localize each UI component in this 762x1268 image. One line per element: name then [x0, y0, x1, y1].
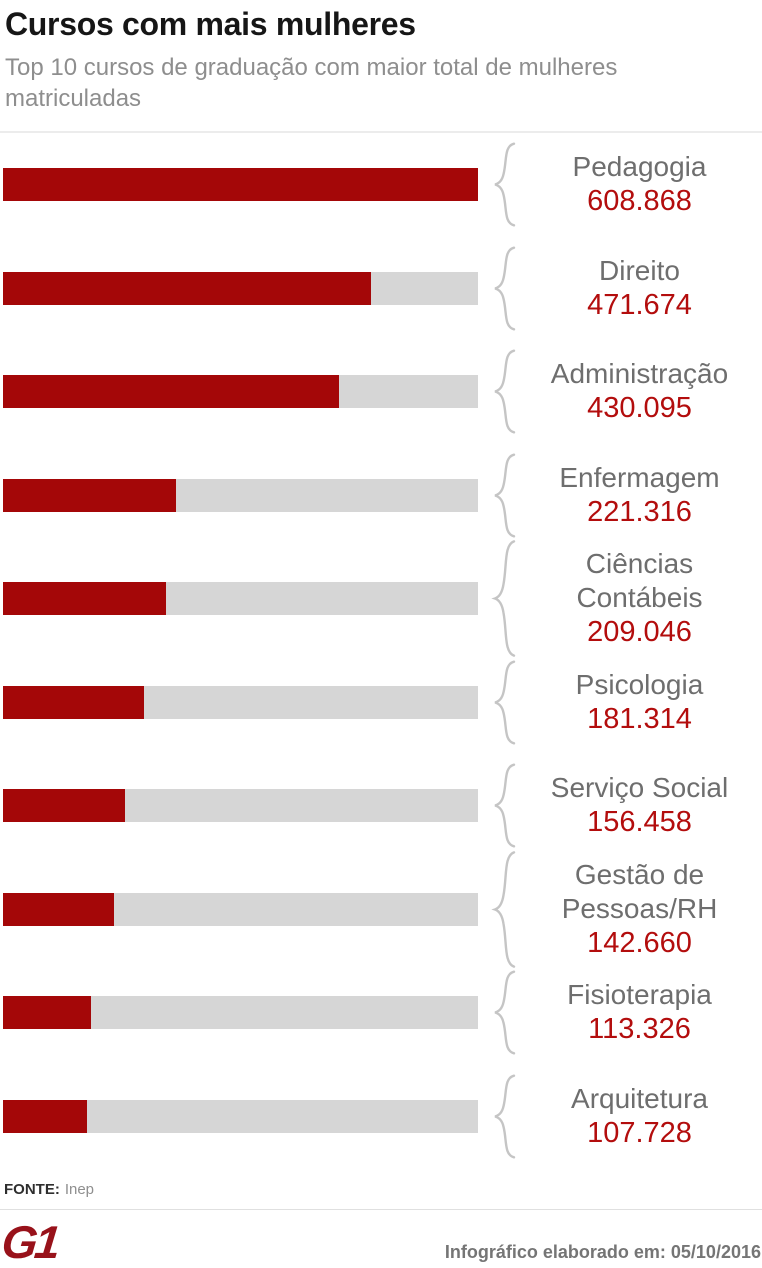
chart-row: Direito 471.674 [0, 237, 762, 341]
category-label: Psicologia [575, 668, 704, 700]
bar-track [3, 996, 478, 1030]
curly-brace-icon [491, 1074, 517, 1159]
source-value: Inep [64, 1181, 95, 1198]
bottom-divider [0, 1209, 762, 1210]
bar-labels: Ciências Contábeis 209.046 [517, 547, 762, 650]
curly-brace-icon [491, 850, 517, 969]
curly-brace-icon [491, 453, 517, 538]
bar-labels: Arquitetura 107.728 [517, 1082, 762, 1151]
chart-row: Arquitetura 107.728 [0, 1065, 762, 1169]
value-label: 221.316 [587, 495, 692, 528]
source-label: FONTE: [4, 1181, 60, 1198]
bar-track [3, 478, 478, 512]
curly-brace-icon [491, 660, 517, 745]
value-label: 181.314 [587, 702, 692, 735]
curly-brace-icon [491, 539, 517, 658]
brace-wrap [491, 1074, 517, 1159]
value-label: 430.095 [587, 392, 692, 425]
brace-wrap [491, 142, 517, 227]
top-divider [0, 131, 762, 133]
chart-row: Ciências Contábeis 209.046 [0, 547, 762, 651]
category-label: Pedagogia [572, 151, 707, 183]
chart-row: Serviço Social 156.458 [0, 754, 762, 858]
bar-labels: Psicologia 181.314 [517, 668, 762, 737]
bar-fill [3, 478, 176, 512]
category-label: Fisioterapia [567, 979, 712, 1011]
bar-labels: Gestão de Pessoas/RH 142.660 [517, 858, 762, 961]
bar-track [3, 1099, 478, 1133]
page-title: Cursos com mais mulheres [5, 6, 416, 42]
curly-brace-icon [491, 142, 517, 227]
value-label: 142.660 [587, 926, 692, 959]
curly-brace-icon [491, 970, 517, 1055]
bar-fill [3, 685, 145, 719]
brace-wrap [491, 850, 517, 969]
bar-fill [3, 168, 478, 202]
footer: G1 Infográfico elaborado em: 05/10/2016 [0, 1210, 762, 1268]
category-label: Arquitetura [571, 1082, 708, 1114]
g1-logo: G1 [0, 1216, 61, 1268]
value-label: 113.326 [588, 1013, 691, 1046]
curly-brace-icon [491, 246, 517, 331]
value-label: 608.868 [587, 185, 692, 218]
chart-rows: Pedagogia 608.868 Direito 471.674 Admini… [0, 133, 762, 1168]
chart-row: Fisioterapia 113.326 [0, 961, 762, 1065]
credit-text: Infográfico elaborado em: 05/10/2016 [444, 1242, 761, 1262]
category-label: Gestão de Pessoas/RH [561, 858, 718, 924]
value-label: 107.728 [587, 1116, 692, 1149]
chart-row: Gestão de Pessoas/RH 142.660 [0, 858, 762, 962]
category-label: Serviço Social [550, 772, 729, 804]
brace-wrap [491, 453, 517, 538]
value-label: 156.458 [587, 806, 692, 839]
brace-wrap [491, 660, 517, 745]
chart-row: Enfermagem 221.316 [0, 444, 762, 548]
source-line: FONTE: Inep [4, 1181, 762, 1198]
bar-labels: Direito 471.674 [517, 254, 762, 323]
bar-track [3, 375, 478, 409]
bar-track [3, 582, 478, 616]
category-label: Ciências Contábeis [576, 548, 703, 614]
bar-labels: Pedagogia 608.868 [517, 150, 762, 219]
curly-brace-icon [491, 763, 517, 848]
brace-wrap [491, 246, 517, 331]
curly-brace-icon [491, 349, 517, 434]
bar-track [3, 271, 478, 305]
chart-row: Pedagogia 608.868 [0, 133, 762, 237]
bar-labels: Enfermagem 221.316 [517, 461, 762, 530]
category-label: Administração [550, 358, 729, 390]
brace-wrap [491, 970, 517, 1055]
bar-track [3, 789, 478, 823]
bar-fill [3, 271, 371, 305]
bar-fill [3, 375, 339, 409]
bar-fill [3, 582, 167, 616]
page-subtitle: Top 10 cursos de graduação com maior tot… [5, 54, 618, 112]
bar-track [3, 685, 478, 719]
bar-labels: Fisioterapia 113.326 [517, 978, 762, 1047]
value-label: 471.674 [587, 288, 692, 321]
bar-fill [3, 789, 126, 823]
bar-fill [3, 892, 115, 926]
bar-track [3, 168, 478, 202]
chart-row: Administração 430.095 [0, 340, 762, 444]
bar-track [3, 892, 478, 926]
category-label: Direito [599, 254, 680, 286]
bar-labels: Administração 430.095 [517, 357, 762, 426]
chart-row: Psicologia 181.314 [0, 651, 762, 755]
bar-fill [3, 996, 92, 1030]
value-label: 209.046 [587, 616, 692, 649]
brace-wrap [491, 539, 517, 658]
bar-fill [3, 1099, 88, 1133]
category-label: Enfermagem [559, 461, 720, 493]
brace-wrap [491, 349, 517, 434]
bar-labels: Serviço Social 156.458 [517, 771, 762, 840]
brace-wrap [491, 763, 517, 848]
